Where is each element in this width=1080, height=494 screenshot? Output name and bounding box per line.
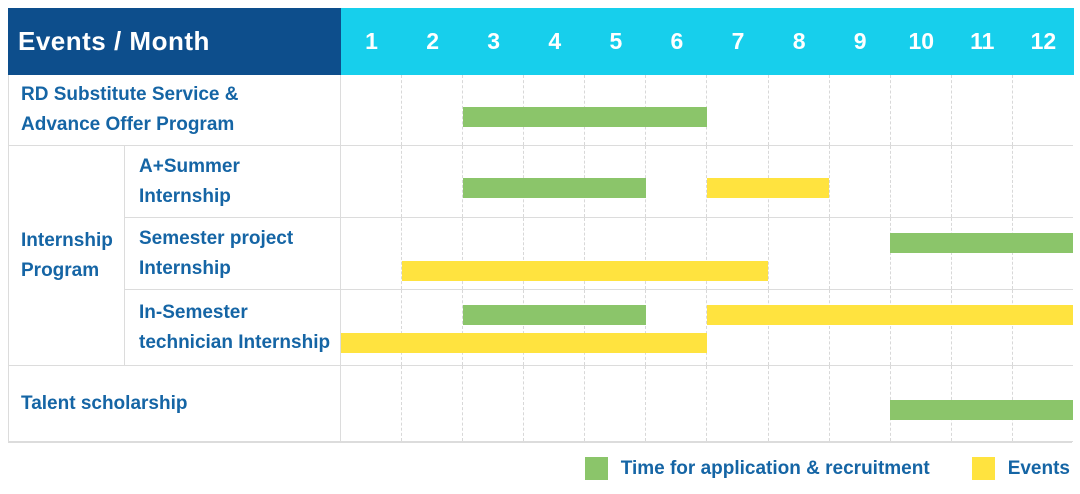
month-gridline bbox=[585, 290, 647, 365]
gantt-bar-event bbox=[707, 177, 829, 198]
month-gridline bbox=[891, 218, 952, 289]
events-schedule-table: Events / Month 1 2 3 4 5 6 7 8 9 10 11 12 RD Substi… bbox=[8, 8, 1074, 443]
gantt-track-rd-substitute-service bbox=[341, 75, 1073, 146]
month-gridline bbox=[402, 218, 464, 289]
month-gridline bbox=[1013, 146, 1073, 217]
month-gridline bbox=[341, 146, 403, 217]
month-gridline bbox=[1013, 290, 1073, 365]
row-label-talent-scholarship: Talent scholarship bbox=[9, 366, 341, 442]
month-header-4: 4 bbox=[548, 28, 562, 54]
month-gridline bbox=[769, 218, 830, 289]
month-header-8: 8 bbox=[792, 28, 806, 54]
month-gridline bbox=[830, 218, 891, 289]
month-header-7: 7 bbox=[731, 28, 745, 54]
month-gridline bbox=[341, 290, 403, 365]
month-gridline bbox=[585, 218, 647, 289]
month-gridline bbox=[891, 290, 952, 365]
month-gridline bbox=[585, 366, 647, 441]
month-gridline bbox=[891, 146, 952, 217]
month-gridline bbox=[524, 218, 586, 289]
month-gridline bbox=[463, 290, 525, 365]
month-header-12: 12 bbox=[1030, 28, 1057, 54]
month-gridline bbox=[830, 366, 891, 441]
month-gridline bbox=[524, 290, 586, 365]
month-gridline bbox=[341, 218, 403, 289]
gantt-bar-event bbox=[341, 333, 707, 353]
month-gridline bbox=[646, 366, 708, 441]
events-month-header: Events / Month bbox=[8, 8, 341, 75]
month-gridline bbox=[646, 290, 708, 365]
group-label-internship-program: Internship Program bbox=[9, 146, 125, 366]
month-header-6: 6 bbox=[670, 28, 684, 54]
legend-label-events: Events bbox=[1007, 457, 1070, 479]
month-gridline bbox=[524, 366, 586, 441]
legend-label-application: Time for application & recruitment bbox=[620, 457, 930, 479]
month-gridline bbox=[707, 290, 769, 365]
month-gridline bbox=[707, 75, 769, 145]
application-recruitment-swatch-icon bbox=[584, 457, 608, 480]
legend-item-events: Events bbox=[971, 457, 1070, 480]
month-gridline bbox=[952, 146, 1013, 217]
month-gridline bbox=[463, 366, 525, 441]
month-gridline bbox=[1013, 75, 1073, 145]
month-gridline bbox=[707, 366, 769, 441]
gantt-bar-application bbox=[890, 399, 1073, 420]
legend-item-application: Time for application & recruitment bbox=[584, 457, 930, 480]
gantt-track-a-plus-summer-internship bbox=[341, 146, 1073, 218]
month-gridline bbox=[830, 290, 891, 365]
month-gridline bbox=[402, 146, 464, 217]
month-header-10: 10 bbox=[908, 28, 935, 54]
gantt-bar-application bbox=[463, 305, 646, 325]
month-header-11: 11 bbox=[970, 28, 995, 54]
month-gridline bbox=[402, 290, 464, 365]
month-header-3: 3 bbox=[487, 28, 501, 54]
row-label-semester-project-internship: Semester project Internship bbox=[125, 218, 341, 290]
month-gridlines bbox=[341, 75, 1073, 145]
month-header-5: 5 bbox=[609, 28, 623, 54]
gantt-bar-application bbox=[463, 106, 707, 127]
month-gridline bbox=[769, 75, 830, 145]
month-gridline bbox=[952, 75, 1013, 145]
month-gridlines bbox=[341, 290, 1073, 365]
month-gridline bbox=[341, 75, 403, 145]
month-gridline bbox=[707, 218, 769, 289]
gantt-track-in-semester-technician-internship bbox=[341, 290, 1073, 366]
month-header-1: 1 bbox=[365, 28, 378, 54]
month-gridline bbox=[952, 290, 1013, 365]
events-swatch-icon bbox=[971, 457, 995, 480]
month-header-9: 9 bbox=[853, 28, 867, 54]
row-label-rd-substitute-service: RD Substitute Service & Advance Offer Pr… bbox=[9, 75, 341, 146]
month-gridline bbox=[341, 366, 403, 441]
month-gridline bbox=[646, 218, 708, 289]
month-gridline bbox=[769, 366, 830, 441]
month-gridline bbox=[769, 146, 830, 217]
month-gridline bbox=[646, 146, 708, 217]
gantt-track-talent-scholarship bbox=[341, 366, 1073, 442]
gantt-bar-application bbox=[890, 233, 1073, 253]
months-header-row: 1 2 3 4 5 6 7 8 9 10 11 12 bbox=[341, 8, 1074, 75]
month-gridline bbox=[769, 290, 830, 365]
gantt-bar-application bbox=[463, 177, 646, 198]
row-label-a-plus-summer-internship: A+Summer Internship bbox=[125, 146, 341, 218]
month-gridline bbox=[463, 218, 525, 289]
row-label-in-semester-technician-internship: In-Semester technician Internship bbox=[125, 290, 341, 366]
month-gridline bbox=[830, 75, 891, 145]
month-gridline bbox=[830, 146, 891, 217]
month-gridline bbox=[402, 366, 464, 441]
gantt-track-semester-project-internship bbox=[341, 218, 1073, 290]
month-gridline bbox=[891, 75, 952, 145]
gantt-bar-event bbox=[402, 261, 768, 281]
legend: Time for application & recruitment Event… bbox=[584, 457, 1070, 480]
month-gridline bbox=[952, 218, 1013, 289]
month-gridline bbox=[402, 75, 464, 145]
month-gridline bbox=[1013, 218, 1073, 289]
month-gridlines bbox=[341, 218, 1073, 289]
month-header-2: 2 bbox=[426, 28, 440, 54]
gantt-bar-event bbox=[707, 305, 1073, 325]
